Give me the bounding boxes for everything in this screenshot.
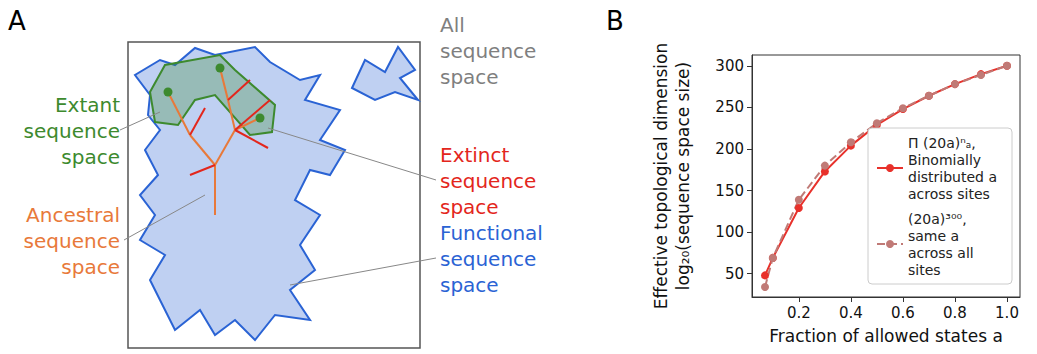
svg-text:distributed a: distributed a <box>908 169 1001 185</box>
svg-text:sites: sites <box>908 262 941 278</box>
svg-text:0.8: 0.8 <box>943 304 967 322</box>
svg-text:Binomially: Binomially <box>908 152 986 168</box>
svg-text:250: 250 <box>715 98 744 116</box>
svg-text:Extantsequencespace: Extantsequencespace <box>24 93 121 169</box>
svg-text:300: 300 <box>715 57 744 75</box>
svg-text:0.2: 0.2 <box>787 304 811 322</box>
svg-text:150: 150 <box>715 182 744 200</box>
svg-text:Π (20a)ⁿₐ,: Π (20a)ⁿₐ, <box>908 135 980 151</box>
svg-text:0.6: 0.6 <box>891 304 915 322</box>
svg-text:Fraction of allowed states a: Fraction of allowed states a <box>769 326 1003 346</box>
svg-text:Effective topological dimensio: Effective topological dimension <box>651 43 671 309</box>
html-text:B: B <box>606 6 624 36</box>
svg-text:across sites: across sites <box>908 186 990 202</box>
svg-text:50: 50 <box>725 265 744 283</box>
svg-text:0.4: 0.4 <box>839 304 863 322</box>
svg-text:1.0: 1.0 <box>995 304 1019 322</box>
svg-text:Extinctsequencespace: Extinctsequencespace <box>440 143 536 219</box>
svg-text:Ancestralsequencespace: Ancestralsequencespace <box>24 203 120 279</box>
svg-text:(20a)³⁰⁰,: (20a)³⁰⁰, <box>908 211 971 227</box>
svg-text:200: 200 <box>715 140 744 158</box>
svg-text:Functionalsequencespace: Functionalsequencespace <box>440 221 543 297</box>
svg-text:same a: same a <box>908 228 964 244</box>
svg-text:Allsequencespace: Allsequencespace <box>440 13 536 89</box>
html-text:A: A <box>8 6 26 36</box>
svg-text:100: 100 <box>715 223 744 241</box>
svg-text:across all: across all <box>908 245 978 261</box>
svg-text:log₂₀(sequence space size): log₂₀(sequence space size) <box>673 62 693 290</box>
